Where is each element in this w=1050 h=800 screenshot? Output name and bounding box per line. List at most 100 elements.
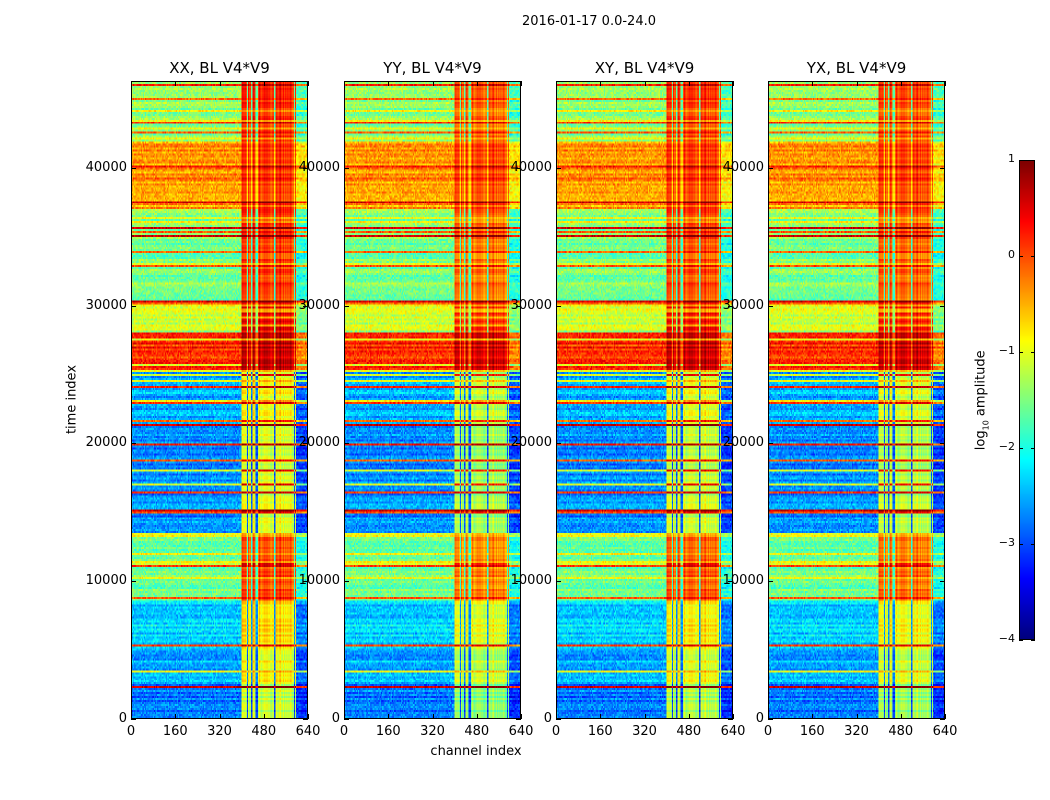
x-tick-label: 640 [295,724,321,739]
y-tick [516,443,521,445]
colorbar-tick [1019,448,1023,449]
x-tick-label: 320 [420,724,445,739]
y-tick [131,581,136,583]
x-tick-label: 160 [162,724,188,739]
x-tick-label: 640 [932,724,958,739]
colorbar-tick [1019,640,1023,641]
y-tick [344,443,349,445]
x-tick [476,81,478,86]
y-tick [940,167,945,169]
y-tick-label: 40000 [510,159,552,175]
x-tick [521,714,522,719]
colorbar-tick-label: 0 [1008,248,1015,261]
y-tick-label: 30000 [722,297,764,313]
x-tick [945,81,946,86]
colorbar-tick-label: −4 [998,632,1015,645]
colorbar-tick-label: −3 [998,536,1015,549]
y-tick-label: 0 [118,711,127,726]
y-tick-label: 30000 [510,297,552,313]
y-tick-label: 10000 [85,573,127,589]
y-tick [344,167,349,169]
colorbar-tick-label: −1 [998,344,1015,357]
colorbar-tick [1031,640,1035,641]
x-tick-label: 0 [551,724,561,739]
y-tick [303,167,308,169]
y-tick [131,167,136,169]
colorbar-tick [1031,352,1035,353]
x-tick [812,714,814,719]
panel-title: YY, BL V4*V9 [383,59,482,77]
x-tick [175,81,177,86]
x-tick-label: 320 [844,724,869,739]
y-tick [556,719,561,720]
x-tick-label: 160 [375,724,401,739]
x-tick-label: 320 [632,724,657,739]
colorbar-tick [1031,544,1035,545]
x-tick [175,714,177,719]
y-tick-label: 40000 [85,159,127,175]
colorbar-tick-label: 1 [1008,152,1015,165]
y-tick [728,305,733,307]
x-tick [219,714,221,719]
x-tick [131,714,132,719]
colorbar-tick-label: −2 [998,440,1015,453]
colorbar [1019,160,1035,640]
x-tick-label: 0 [763,724,773,739]
x-tick [388,81,390,86]
x-tick [644,81,646,86]
heatmap-panel [131,81,308,719]
x-tick-label: 640 [720,724,746,739]
y-tick-label: 0 [543,711,552,726]
y-tick [344,305,349,307]
x-tick [556,81,557,86]
x-tick [600,81,602,86]
x-tick [733,714,734,719]
x-tick [688,714,690,719]
y-tick [940,305,945,307]
x-tick [263,714,265,719]
heatmap-image [345,82,520,718]
x-tick-label: 160 [799,724,825,739]
y-tick [728,443,733,445]
x-axis-label: channel index [430,744,522,759]
y-tick-label: 10000 [722,573,764,589]
y-tick-label: 40000 [722,159,764,175]
panel-title: XX, BL V4*V9 [169,59,270,77]
x-tick [476,714,478,719]
y-tick [556,443,561,445]
x-tick [856,81,858,86]
y-tick-label: 30000 [298,297,340,313]
x-tick [733,81,734,86]
heatmap-image [557,82,732,718]
y-tick [768,305,773,307]
colorbar-tick [1031,256,1035,257]
y-tick [131,305,136,307]
y-tick [940,581,945,583]
heatmap-image [132,82,307,718]
panel-title: YX, BL V4*V9 [806,59,907,77]
y-tick [556,581,561,583]
y-tick-label: 30000 [85,297,127,313]
colorbar-tick [1019,160,1023,161]
x-tick [131,81,132,86]
y-tick [516,581,521,583]
x-tick-label: 480 [464,724,490,739]
x-tick [600,714,602,719]
y-tick [516,719,521,720]
y-tick [344,581,349,583]
x-tick-label: 320 [207,724,232,739]
x-tick [856,714,858,719]
y-tick-label: 20000 [298,435,340,451]
y-tick-label: 20000 [85,435,127,451]
x-tick-label: 0 [126,724,136,739]
colorbar-tick [1019,544,1023,545]
y-tick [303,581,308,583]
x-tick [768,81,769,86]
y-tick [516,305,521,307]
heatmap-panel [344,81,521,719]
y-tick [940,719,945,720]
y-tick [728,719,733,720]
y-tick [344,719,349,720]
x-tick [308,81,309,86]
